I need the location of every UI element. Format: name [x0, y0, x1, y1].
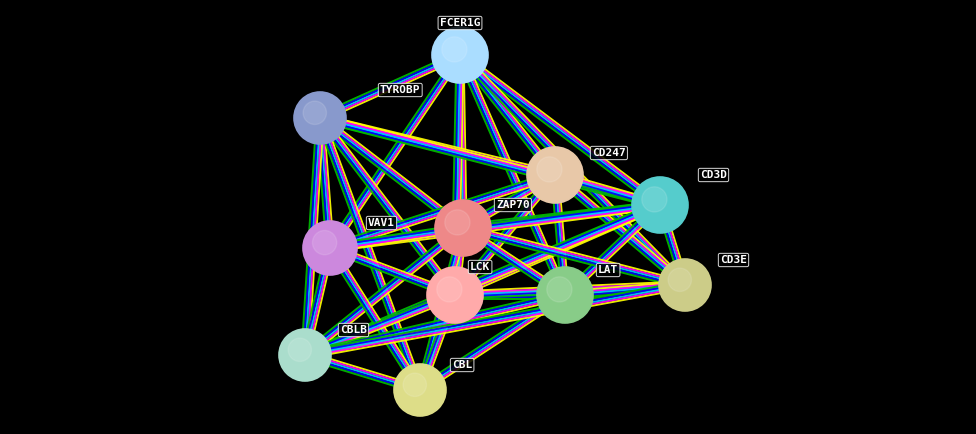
Text: CD247: CD247	[592, 148, 626, 158]
Text: CBL: CBL	[452, 360, 472, 370]
Circle shape	[632, 177, 688, 233]
Circle shape	[442, 37, 467, 62]
Circle shape	[294, 92, 346, 144]
Text: TYROBP: TYROBP	[380, 85, 421, 95]
Text: VAV1: VAV1	[368, 218, 395, 228]
Circle shape	[537, 267, 593, 323]
Circle shape	[537, 157, 562, 182]
Text: LCK: LCK	[470, 262, 490, 272]
Text: CD3D: CD3D	[700, 170, 727, 180]
Circle shape	[642, 187, 667, 212]
Circle shape	[659, 259, 711, 311]
Circle shape	[435, 200, 491, 256]
Circle shape	[547, 277, 572, 302]
Circle shape	[445, 210, 470, 235]
Circle shape	[303, 221, 357, 275]
Text: LAT: LAT	[598, 265, 618, 275]
Text: CBLB: CBLB	[340, 325, 367, 335]
Circle shape	[427, 267, 483, 323]
Circle shape	[403, 373, 427, 397]
Circle shape	[669, 268, 692, 292]
Circle shape	[437, 277, 462, 302]
Circle shape	[432, 27, 488, 83]
Circle shape	[394, 364, 446, 416]
Circle shape	[304, 101, 327, 125]
Circle shape	[288, 338, 311, 362]
Circle shape	[279, 329, 331, 381]
Text: ZAP70: ZAP70	[496, 200, 530, 210]
Circle shape	[527, 147, 583, 203]
Circle shape	[312, 230, 337, 255]
Text: CD3E: CD3E	[720, 255, 747, 265]
Text: FCER1G: FCER1G	[440, 18, 480, 28]
